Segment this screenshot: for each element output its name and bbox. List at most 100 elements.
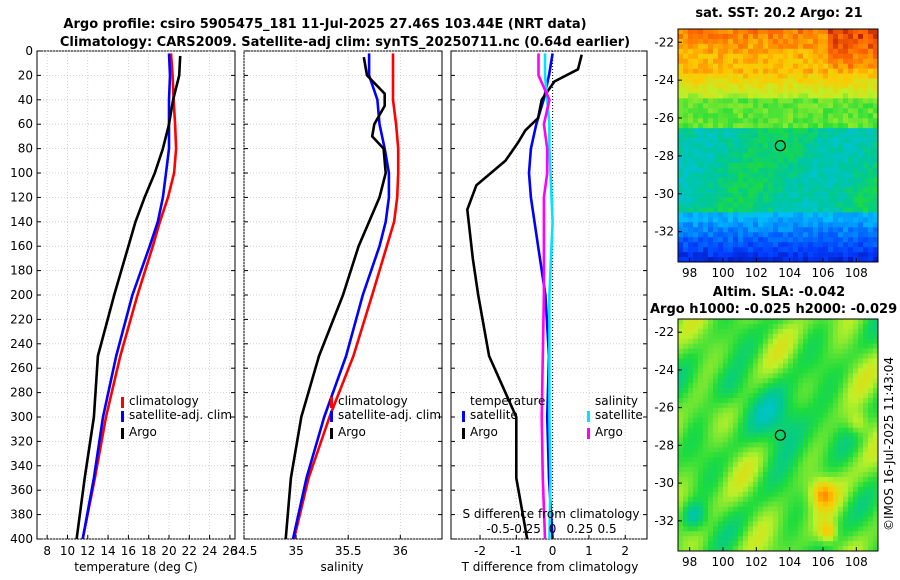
map-cell	[793, 237, 799, 243]
sla-map-frame	[677, 318, 879, 552]
map-cell	[713, 486, 719, 493]
map-cell	[868, 511, 874, 517]
map-cell	[833, 237, 839, 243]
map-cell	[798, 536, 804, 542]
map-cell	[863, 462, 869, 468]
map-cell	[683, 177, 689, 183]
map-cell	[728, 242, 734, 248]
map-cell	[788, 417, 794, 423]
map-cell	[818, 476, 824, 483]
map-cell	[858, 73, 864, 79]
map-cell	[703, 93, 709, 99]
map-cell	[843, 467, 849, 473]
map-cell	[763, 103, 769, 109]
map-cell	[783, 452, 789, 458]
map-cell	[713, 58, 719, 64]
map-cell	[853, 378, 859, 384]
map-cell	[833, 73, 839, 79]
map-cell	[693, 88, 699, 94]
map-cell	[768, 227, 774, 233]
map-cell	[833, 472, 839, 478]
map-cell	[863, 388, 869, 394]
map-cell	[868, 422, 874, 428]
map-cell	[873, 257, 879, 263]
map-cell	[793, 83, 799, 89]
map-cell	[838, 328, 844, 335]
map-cell	[768, 147, 774, 154]
map-cell	[828, 113, 834, 119]
map-cell	[813, 343, 819, 349]
map-cell	[683, 378, 689, 384]
map-cell	[718, 417, 724, 423]
map-cell	[808, 133, 814, 139]
map-cell	[698, 427, 704, 433]
map-cell	[703, 167, 709, 174]
map-cell	[863, 383, 869, 389]
map-cell	[728, 108, 734, 114]
map-cell	[763, 48, 769, 55]
map-cell	[743, 43, 749, 50]
map-cell	[718, 486, 724, 493]
map-cell	[773, 108, 779, 114]
map-cell	[728, 212, 734, 218]
map-cell	[848, 237, 854, 243]
map-cell	[863, 177, 869, 183]
map-cell	[843, 43, 849, 50]
map-cell	[803, 217, 809, 223]
map-cell	[758, 402, 764, 409]
map-cell	[853, 447, 859, 453]
map-cell	[823, 88, 829, 94]
map-cell	[743, 373, 749, 379]
map-cell	[758, 217, 764, 223]
map-cell	[838, 143, 844, 149]
map-cell	[808, 442, 814, 448]
map-cell	[683, 348, 689, 354]
map-cell	[803, 447, 809, 453]
map-cell	[758, 138, 764, 144]
map-cell	[798, 412, 804, 419]
map-cell	[743, 33, 749, 40]
map-cell	[708, 432, 714, 438]
map-cell	[873, 108, 879, 114]
map-cell	[808, 217, 814, 223]
map-cell	[843, 202, 849, 208]
map-cell	[818, 123, 824, 129]
map-cell	[718, 38, 724, 45]
map-cell	[858, 242, 864, 248]
map-cell	[843, 338, 849, 344]
map-cell	[723, 383, 729, 389]
map-cell	[833, 358, 839, 364]
map-cell	[793, 93, 799, 99]
map-cell	[758, 93, 764, 99]
map-cell	[803, 319, 809, 325]
map-cell	[723, 53, 729, 60]
map-cell	[748, 43, 754, 50]
x-tick-label: 0	[549, 544, 557, 558]
map-cell	[703, 442, 709, 448]
map-cell	[743, 511, 749, 517]
map-cell	[733, 143, 739, 149]
map-cell	[688, 536, 694, 542]
map-cell	[768, 247, 774, 253]
map-cell	[868, 38, 874, 45]
map-cell	[698, 172, 704, 179]
map-cell	[788, 257, 794, 263]
map-cell	[723, 373, 729, 379]
map-cell	[683, 333, 689, 340]
map-cell	[708, 447, 714, 453]
map-cell	[718, 217, 724, 223]
map-cell	[773, 501, 779, 507]
map-cell	[823, 541, 829, 547]
map-cell	[708, 526, 714, 532]
map-cell	[868, 162, 874, 169]
map-cell	[813, 78, 819, 84]
map-cell	[813, 476, 819, 483]
map-cell	[808, 516, 814, 522]
map-cell	[808, 78, 814, 84]
map-cell	[728, 516, 734, 522]
map-cell	[828, 511, 834, 517]
map-cell	[738, 319, 744, 325]
map-cell	[853, 353, 859, 359]
map-cell	[713, 491, 719, 498]
map-cell	[788, 457, 794, 463]
